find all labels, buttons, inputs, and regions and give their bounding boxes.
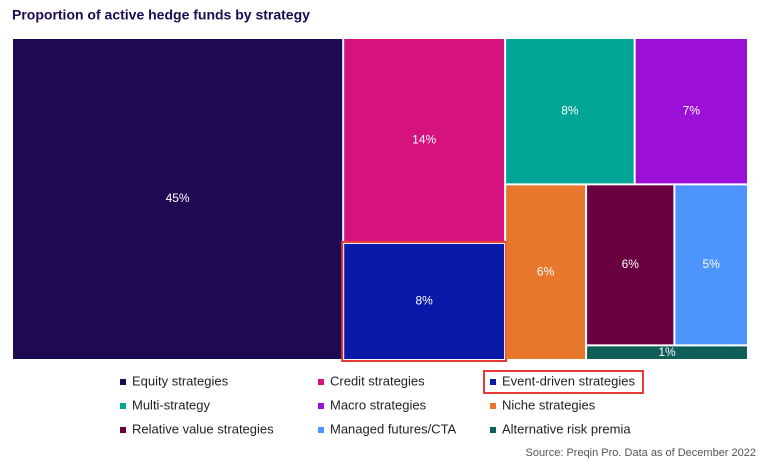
- treemap-cell: [587, 185, 674, 345]
- value-label: 45%: [166, 191, 190, 205]
- legend-label: Managed futures/CTA: [330, 421, 457, 436]
- treemap-cell: [587, 346, 747, 359]
- legend-highlight: [483, 370, 644, 394]
- legend-swatch: [318, 427, 324, 433]
- legend-swatch: [120, 403, 126, 409]
- value-label: 8%: [415, 294, 433, 308]
- legend-swatch: [120, 379, 126, 385]
- legend-label: Credit strategies: [330, 373, 425, 388]
- treemap-cell: [635, 39, 747, 184]
- legend-label: Alternative risk premia: [502, 421, 631, 436]
- treemap-cell: [13, 39, 343, 359]
- chart-title: Proportion of active hedge funds by stra…: [12, 7, 310, 23]
- value-label: 14%: [412, 133, 436, 147]
- treemap-cell: [344, 243, 505, 359]
- treemap-cell: [506, 185, 586, 359]
- legend-swatch: [120, 427, 126, 433]
- treemap-cell: [506, 39, 634, 184]
- value-label: 6%: [622, 257, 640, 271]
- value-label: 6%: [537, 264, 555, 278]
- treemap-cell: [344, 39, 505, 242]
- legend-label: Niche strategies: [502, 397, 596, 412]
- value-label: 1%: [658, 345, 676, 359]
- legend-swatch: [318, 403, 324, 409]
- legend-label: Equity strategies: [132, 373, 229, 388]
- legend-label: Relative value strategies: [132, 421, 274, 436]
- legend-label: Macro strategies: [330, 397, 427, 412]
- treemap-cell: [675, 185, 747, 345]
- legend-swatch: [490, 403, 496, 409]
- legend-label: Event-driven strategies: [502, 373, 635, 388]
- legend-swatch: [318, 379, 324, 385]
- source-note: Source: Preqin Pro. Data as of December …: [525, 447, 756, 459]
- legend-swatch: [490, 427, 496, 433]
- value-label: 7%: [683, 103, 701, 117]
- legend-swatch: [490, 379, 496, 385]
- value-label: 8%: [561, 103, 579, 117]
- value-label: 5%: [703, 257, 721, 271]
- legend-label: Multi-strategy: [132, 397, 211, 412]
